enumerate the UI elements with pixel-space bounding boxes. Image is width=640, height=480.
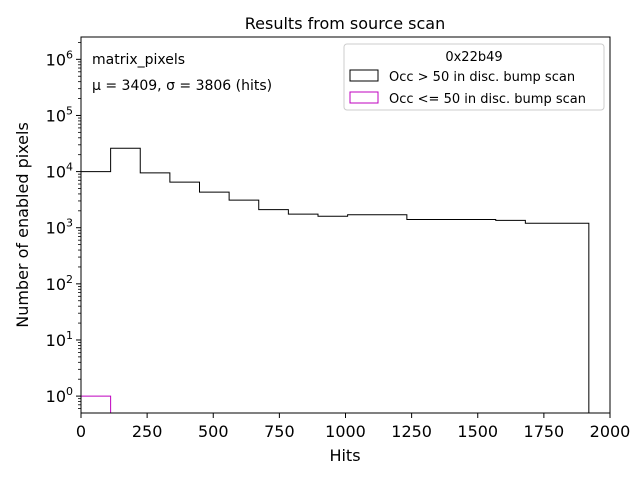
x-tick-label: 0 — [76, 422, 86, 441]
y-tick-label: 101 — [46, 329, 73, 350]
histogram-step-series-1 — [80, 395, 112, 413]
y-axis-title: Number of enabled pixels — [13, 122, 32, 328]
y-tick-label: 104 — [46, 161, 73, 182]
legend-label-occ-le-50: Occ <= 50 in disc. bump scan — [389, 92, 586, 107]
x-tick-label: 1750 — [524, 422, 565, 441]
x-axis: 0 250 500 750 1000 1250 1500 1750 2000 — [76, 413, 630, 441]
x-tick-label: 1000 — [325, 422, 366, 441]
y-tick-label: 102 — [46, 273, 73, 294]
x-tick-label: 750 — [264, 422, 295, 441]
legend-box — [343, 43, 605, 111]
legend-swatch-occ-le-50 — [349, 91, 379, 104]
y-tick-label: 103 — [46, 217, 73, 238]
chart-title: Results from source scan — [245, 14, 445, 33]
legend-swatch-occ-gt-50 — [349, 69, 379, 82]
y-tick-label: 105 — [46, 104, 73, 125]
x-tick-label: 1500 — [457, 422, 498, 441]
y-tick-label: 100 — [46, 385, 73, 406]
y-axis: 100 101 102 103 104 105 106 — [46, 42, 81, 409]
series-layer — [80, 147, 590, 413]
x-axis-title: Hits — [329, 446, 360, 465]
x-tick-label: 1250 — [391, 422, 432, 441]
x-tick-label: 500 — [198, 422, 229, 441]
y-tick-label: 106 — [46, 48, 73, 69]
x-tick-label: 250 — [132, 422, 163, 441]
x-tick-label: 2000 — [590, 422, 631, 441]
stats-label: μ = 3409, σ = 3806 (hits) — [92, 78, 272, 94]
histogram-step-series-0 — [80, 147, 590, 413]
legend-title: 0x22b49 — [445, 50, 502, 65]
dataset-name-label: matrix_pixels — [92, 52, 185, 68]
legend-label-occ-gt-50: Occ > 50 in disc. bump scan — [389, 70, 575, 85]
legend: 0x22b49 Occ > 50 in disc. bump scan Occ … — [343, 43, 605, 111]
